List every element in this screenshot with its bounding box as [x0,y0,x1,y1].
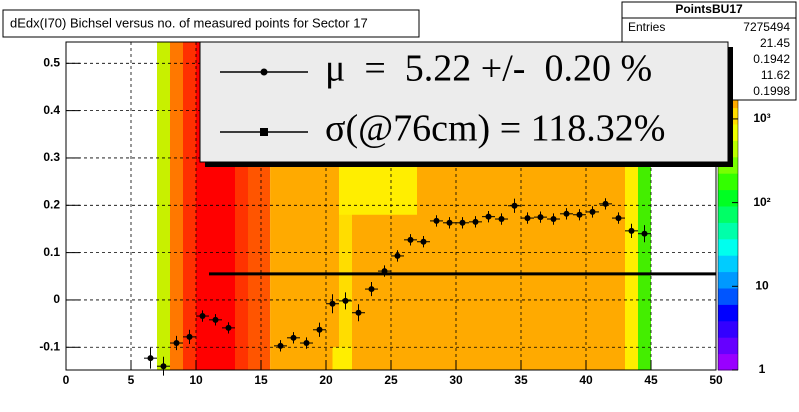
data-point [303,340,310,347]
stats-title: PointsBU17 [675,2,743,16]
data-point [589,208,596,215]
data-point [433,217,440,224]
data-point [459,219,466,226]
legend-marker [260,128,268,136]
stats-value: 11.62 [761,68,790,82]
data-point [511,202,518,209]
data-point [329,300,336,307]
data-point [225,324,232,331]
data-point [212,316,219,323]
data-point [628,227,635,234]
y-tick-label: 0.3 [43,150,60,164]
data-point [277,342,284,349]
data-point [381,268,388,275]
data-point [641,230,648,237]
data-point [368,286,375,293]
x-tick-label: 50 [709,373,723,387]
y-tick-label: 0 [53,292,60,306]
heatmap-cell [183,42,196,370]
y-tick-label: 0.1 [43,245,60,259]
y-tick-label: 0.5 [43,55,60,69]
stats-label: Entries [628,20,665,34]
legend-marker [260,68,268,76]
palette-band [718,271,738,289]
palette-band [718,320,738,338]
palette-band [718,222,738,240]
palette-band [718,353,738,371]
z-tick-label: 10³ [753,111,770,125]
data-point [394,252,401,259]
stats-value: 21.45 [760,36,790,50]
data-point [355,309,362,316]
x-tick-label: 20 [319,373,333,387]
x-tick-label: 10 [189,373,203,387]
heatmap-cell [157,42,170,370]
data-point [420,238,427,245]
data-point [160,363,167,370]
heatmap-cell [170,42,183,370]
palette-band [718,173,738,191]
x-tick-label: 40 [579,373,593,387]
stats-value: 7275494 [743,20,790,34]
legend-box [199,41,729,163]
x-tick-label: 5 [128,373,135,387]
data-point [446,219,453,226]
x-tick-label: 25 [384,373,398,387]
data-point [537,214,544,221]
data-point [550,216,557,223]
data-point [290,334,297,341]
x-tick-label: 35 [514,373,528,387]
z-tick-label: 10 [755,278,769,292]
data-point [485,213,492,220]
x-tick-label: 0 [63,373,70,387]
data-point [498,216,505,223]
data-point [173,340,180,347]
data-point [186,333,193,340]
stats-value: 0.1942 [753,52,790,66]
x-tick-label: 45 [644,373,658,387]
palette-band [718,337,738,355]
data-point [147,355,154,362]
data-point [615,215,622,222]
z-tick-label: 1 [759,362,766,376]
palette-band [718,238,738,256]
palette-band [718,288,738,305]
chart-title: dEdx(I70) Bichsel versus no. of measured… [10,15,368,30]
palette-band [718,255,738,273]
legend-label: μ = 5.22 +/- 0.20 % [325,48,652,90]
x-tick-label: 30 [449,373,463,387]
z-tick-label: 10² [753,195,770,209]
data-point [472,218,479,225]
data-point [602,200,609,207]
title-box [2,9,420,38]
data-point [342,297,349,304]
data-point [576,211,583,218]
stats-value: 0.1998 [753,84,790,98]
legend-label: σ(@76cm) = 118.32% [325,108,665,150]
heatmap-cell [332,347,352,370]
data-point [407,236,414,243]
data-point [316,326,323,333]
data-point [563,210,570,217]
palette-band [718,304,738,322]
y-tick-label: 0.2 [43,197,60,211]
palette-band [718,189,738,207]
y-tick-label: 0.4 [43,103,60,117]
palette-band [718,206,738,223]
data-point [524,215,531,222]
y-tick-label: -0.1 [39,339,60,353]
data-point [199,313,206,320]
x-tick-label: 15 [254,373,268,387]
